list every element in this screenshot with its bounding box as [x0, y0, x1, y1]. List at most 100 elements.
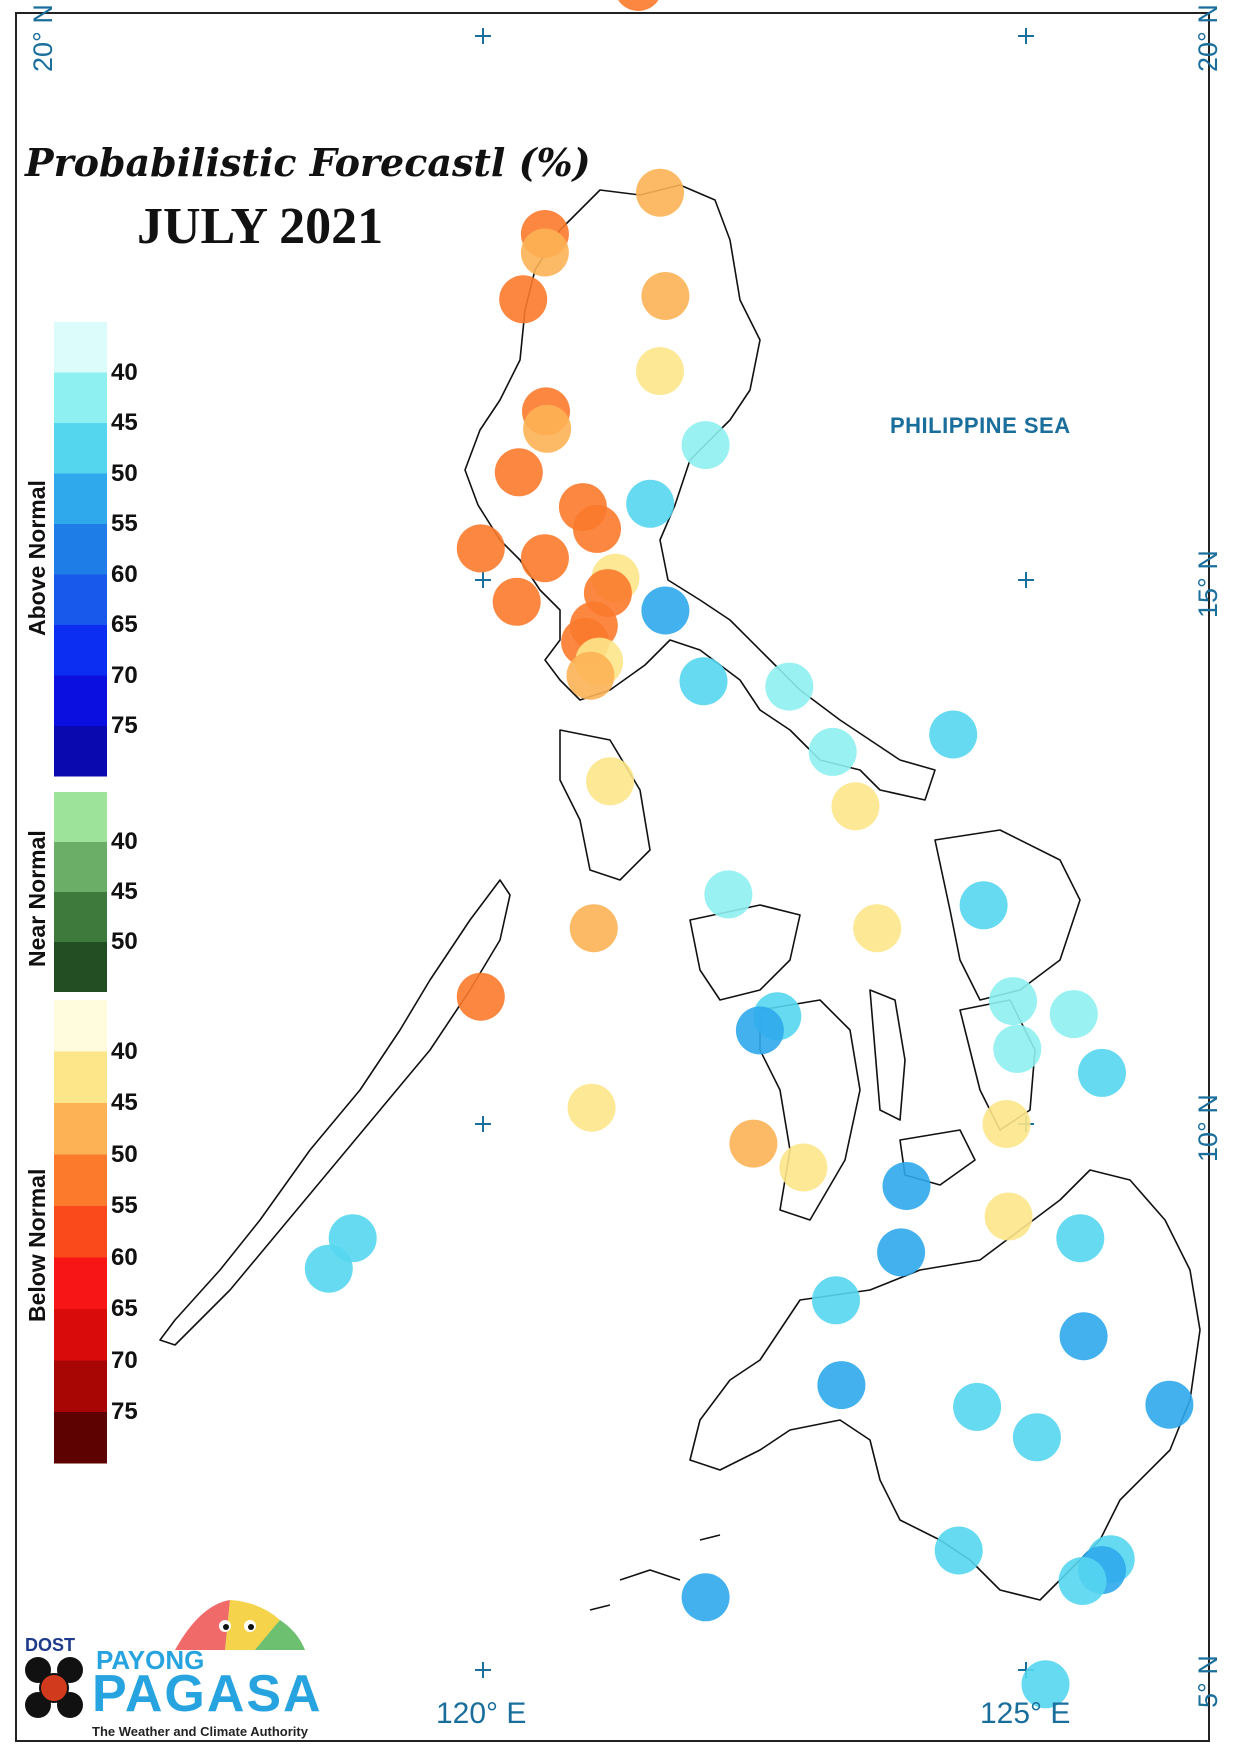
legend-below-normal-tick: 70 [111, 1346, 138, 1374]
grid-cross [1018, 572, 1034, 588]
station-marker [586, 757, 635, 806]
legend-above-normal-tick: 55 [111, 510, 138, 537]
station-marker [831, 782, 880, 831]
legend-above-normal-swatch [54, 372, 107, 423]
legend-below-normal-swatch [54, 1360, 107, 1412]
coastlines [159, 184, 1201, 1611]
station-marker [456, 524, 505, 573]
station-marker [520, 534, 569, 583]
lon-label-120: 120° E [436, 1697, 527, 1730]
station-marker [569, 904, 618, 953]
station-marker [729, 1119, 778, 1168]
legend-below-normal-tick: 50 [111, 1140, 138, 1168]
station-marker [618, 0, 659, 11]
legend-near-normal-tick: 45 [111, 878, 138, 905]
legend-below-normal-tick: 65 [111, 1295, 138, 1322]
station-marker [492, 577, 541, 626]
stations-layer [304, 0, 1194, 1709]
dost-emblem-icon [25, 1657, 83, 1718]
legend-below-normal-tick: 40 [111, 1037, 138, 1065]
logo-dost-text: DOST [25, 1635, 76, 1655]
legend-below-normal-tick: 75 [111, 1398, 138, 1425]
legend-below-normal-swatch [54, 1103, 107, 1155]
lat-label-right-5: 5° N [1193, 1655, 1223, 1708]
station-marker [779, 1143, 828, 1192]
lat-label-right-20: 20° N [1193, 4, 1223, 72]
lat-label-right-10: 10° N [1193, 1094, 1223, 1162]
legend-near-normal-tick: 40 [111, 828, 138, 855]
cebu-coast [869, 989, 906, 1121]
legend-above-normal-swatch [54, 473, 107, 524]
station-marker [1021, 1660, 1070, 1709]
station-marker [704, 870, 753, 919]
station-marker [1058, 1557, 1107, 1605]
station-marker [1056, 1214, 1105, 1263]
grid-cross [475, 28, 491, 44]
legend-above-normal-tick: 70 [111, 661, 138, 689]
logo-payong-text: PAYONG [96, 1645, 205, 1675]
station-marker [929, 710, 978, 759]
grid-cross [475, 572, 491, 588]
legend-below-normal-tick: 60 [111, 1243, 138, 1271]
legend-above-normal-tick: 45 [111, 409, 138, 436]
lon-label-125: 125° E [980, 1697, 1071, 1730]
mindanao-coast [689, 1169, 1201, 1601]
legend-above-normal-swatch [54, 423, 107, 474]
station-marker [456, 972, 505, 1021]
legend-above-normal-tick: 40 [111, 358, 138, 386]
legend-below-normal-tick: 45 [111, 1089, 138, 1116]
samar-coast [934, 829, 1081, 1001]
map-frame [15, 12, 1210, 1742]
station-marker [1078, 1048, 1126, 1097]
station-marker [520, 228, 569, 277]
station-marker [679, 657, 728, 706]
lat-label-left-20: 20° N [28, 4, 58, 72]
legend-above-normal-swatch [54, 574, 107, 625]
station-marker [993, 1024, 1042, 1073]
station-marker [626, 479, 675, 528]
legend-above-normal-swatch [54, 675, 107, 726]
legend-above-normal-swatch [54, 726, 107, 777]
map-subtitle: JULY 2021 [137, 198, 384, 255]
station-marker [959, 881, 1008, 930]
logo-pagasa-text: PAGASA [92, 1665, 323, 1723]
legend-above-normal-tick: 75 [111, 712, 138, 739]
station-marker [765, 662, 814, 711]
station-marker [984, 1192, 1033, 1241]
station-marker [499, 275, 548, 324]
station-marker [681, 1573, 730, 1622]
graticule [475, 28, 1034, 1678]
legend-below-normal-swatch [54, 1412, 107, 1464]
station-marker [953, 1382, 1002, 1431]
grid-cross [1018, 28, 1034, 44]
station-marker [1049, 990, 1098, 1039]
lat-label-right-15: 15° N [1193, 550, 1223, 618]
legend-below-normal-swatch [54, 1000, 107, 1052]
station-marker [882, 1162, 931, 1210]
station-marker [812, 1276, 860, 1325]
station-marker [636, 347, 684, 396]
station-marker [853, 904, 902, 953]
station-marker [681, 421, 730, 470]
station-marker [641, 272, 690, 320]
station-marker [989, 977, 1037, 1026]
legend-above-normal-tick: 60 [111, 560, 138, 588]
legend-below-normal-swatch [54, 1309, 107, 1361]
station-marker [735, 1006, 784, 1055]
logo-tagline: The Weather and Climate Authority [92, 1724, 308, 1739]
station-marker [1059, 1312, 1108, 1361]
legend-near-normal-tick: 50 [111, 928, 138, 955]
grid-cross [475, 1116, 491, 1132]
station-marker [636, 168, 684, 217]
grid-cross [475, 1662, 491, 1678]
legend-above-normal-swatch [54, 625, 107, 676]
station-marker [494, 448, 543, 497]
sulu-islands [589, 1534, 721, 1611]
map-title: Probabilistic Forecastl (%) [25, 140, 591, 185]
legend-below-normal-tick: 55 [111, 1192, 138, 1219]
negros-coast [759, 999, 861, 1221]
legend-below-normal-label: Below Normal [24, 1168, 50, 1322]
station-marker [523, 404, 572, 453]
legend-below-normal-swatch [54, 1206, 107, 1258]
